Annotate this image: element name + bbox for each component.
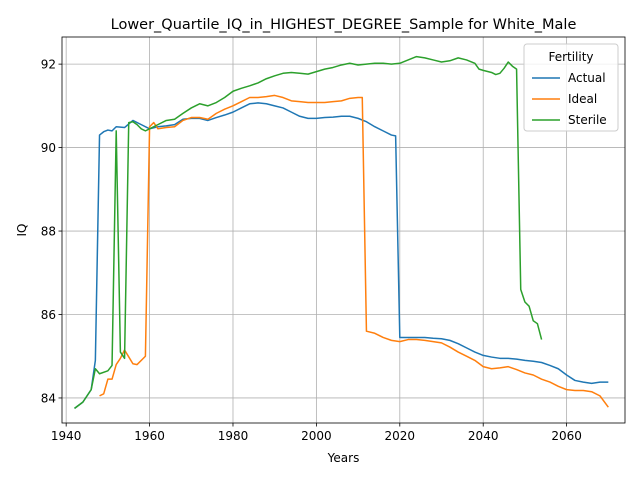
series-line-actual [74, 102, 609, 409]
y-tick-label: 90 [41, 141, 56, 155]
y-axis-ticks: 84 86 88 90 92 [41, 57, 62, 405]
legend-items: Actual Ideal Sterile [532, 71, 607, 127]
y-tick-label: 92 [41, 57, 56, 71]
y-tick-label: 86 [41, 308, 56, 322]
y-tick-label: 88 [41, 224, 56, 238]
series-lines [74, 55, 609, 409]
legend-label: Actual [568, 71, 606, 85]
x-tick-label: 2000 [301, 429, 332, 443]
x-axis-label: Years [327, 451, 360, 465]
x-tick-label: 1980 [218, 429, 249, 443]
series-line-ideal [99, 94, 609, 408]
legend-label: Ideal [568, 92, 597, 106]
y-axis-label: IQ [15, 224, 29, 237]
chart-title: Lower_Quartile_IQ_in_HIGHEST_DEGREE_Samp… [111, 17, 577, 33]
legend-title: Fertility [548, 50, 593, 64]
x-tick-label: 1960 [134, 429, 165, 443]
series-line-sterile [74, 55, 543, 409]
y-tick-label: 84 [41, 391, 56, 405]
legend-label: Sterile [568, 113, 607, 127]
plot-frame [61, 36, 626, 424]
legend: Fertility Actual Ideal Sterile [523, 43, 619, 132]
grid [62, 37, 625, 423]
x-tick-label: 2040 [468, 429, 499, 443]
x-tick-label: 1940 [51, 429, 82, 443]
legend-box [523, 43, 619, 132]
x-tick-label: 2020 [385, 429, 416, 443]
x-tick-label: 2060 [551, 429, 582, 443]
x-axis-ticks: 1940 1960 1980 2000 2020 2040 2060 [51, 423, 582, 443]
